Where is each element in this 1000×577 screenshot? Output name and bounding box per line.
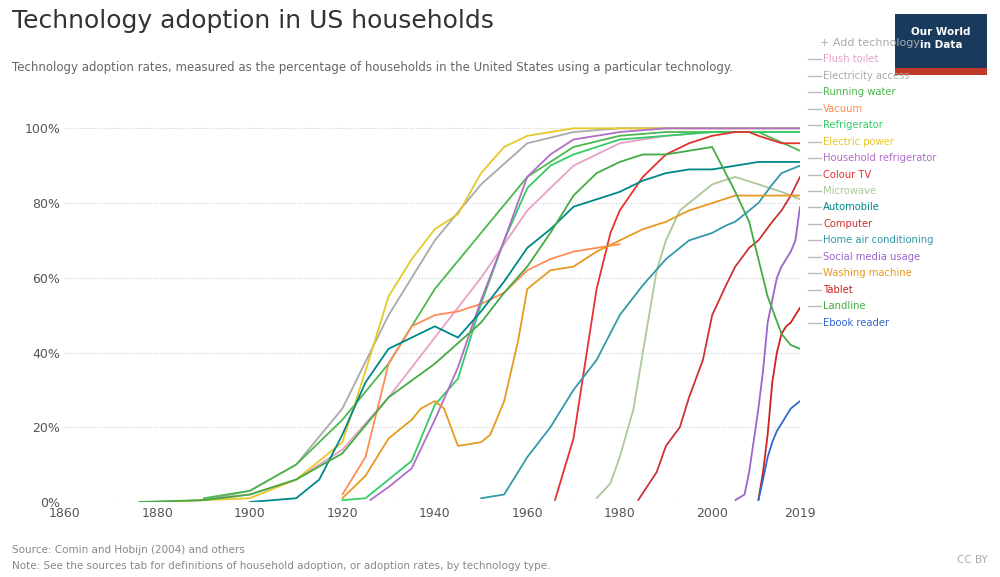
Text: Household refrigerator: Household refrigerator: [823, 153, 936, 163]
Text: Home air conditioning: Home air conditioning: [823, 235, 934, 245]
Text: Technology adoption in US households: Technology adoption in US households: [12, 9, 494, 33]
Text: CC BY: CC BY: [957, 555, 988, 565]
Text: Vacuum: Vacuum: [823, 104, 863, 114]
Text: Automobile: Automobile: [823, 203, 880, 212]
Text: Running water: Running water: [823, 87, 896, 98]
Text: Computer: Computer: [823, 219, 872, 229]
Text: Electric power: Electric power: [823, 137, 894, 147]
Text: Note: See the sources tab for definitions of household adoption, or adoption rat: Note: See the sources tab for definition…: [12, 561, 550, 571]
Text: Tablet: Tablet: [823, 284, 853, 295]
Text: Washing machine: Washing machine: [823, 268, 912, 278]
Text: Social media usage: Social media usage: [823, 252, 920, 262]
Text: Source: Comin and Hobijn (2004) and others: Source: Comin and Hobijn (2004) and othe…: [12, 545, 245, 555]
Text: Technology adoption rates, measured as the percentage of households in the Unite: Technology adoption rates, measured as t…: [12, 61, 733, 74]
Text: Landline: Landline: [823, 301, 866, 311]
Text: Refrigerator: Refrigerator: [823, 120, 883, 130]
Text: Colour TV: Colour TV: [823, 170, 871, 179]
Text: Flush toilet: Flush toilet: [823, 54, 878, 65]
Text: Microwave: Microwave: [823, 186, 876, 196]
Text: Our World
in Data: Our World in Data: [911, 27, 971, 50]
Text: Ebook reader: Ebook reader: [823, 317, 889, 328]
Text: + Add technology: + Add technology: [820, 38, 920, 47]
Text: Electricity access: Electricity access: [823, 71, 910, 81]
